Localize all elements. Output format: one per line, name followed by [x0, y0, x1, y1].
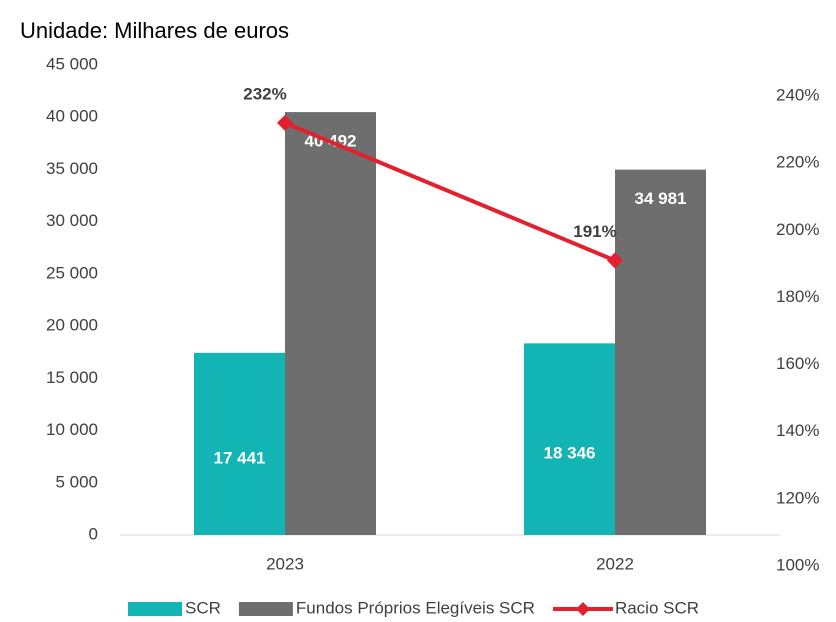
legend-swatch	[238, 602, 293, 616]
line-marker	[277, 114, 293, 131]
legend-label: Racio SCR	[615, 598, 699, 617]
data-label: 232%	[243, 84, 286, 103]
y2-tick-label: 200%	[776, 220, 819, 239]
bar	[194, 352, 285, 535]
y-tick-label: 35 000	[46, 159, 98, 178]
y-tick-label: 0	[89, 524, 98, 543]
bar	[524, 343, 615, 535]
y2-tick-label: 220%	[776, 153, 819, 172]
y-tick-label: 10 000	[46, 420, 98, 439]
y-tick-label: 45 000	[46, 54, 98, 73]
y2-tick-label: 160%	[776, 354, 819, 373]
line-marker	[607, 252, 623, 269]
y-tick-label: 40 000	[46, 107, 98, 126]
data-label: 34 981	[635, 189, 687, 208]
legend-marker	[575, 602, 590, 616]
bar	[615, 169, 706, 535]
y2-tick-label: 140%	[776, 421, 819, 440]
y-tick-label: 20 000	[46, 316, 98, 335]
x-tick-label: 2022	[596, 554, 634, 573]
y-tick-label: 5 000	[55, 472, 98, 491]
data-label: 17 441	[214, 448, 266, 467]
data-label: 18 346	[544, 444, 596, 463]
y2-tick-label: 180%	[776, 287, 819, 306]
y2-tick-label: 100%	[776, 555, 819, 574]
y2-tick-label: 120%	[776, 488, 819, 507]
legend-label: Fundos Próprios Elegíveis SCR	[296, 598, 535, 617]
y-tick-label: 25 000	[46, 263, 98, 282]
y2-tick-label: 240%	[776, 85, 819, 104]
chart-title: Unidade: Milhares de euros	[20, 18, 289, 43]
x-tick-label: 2023	[266, 554, 304, 573]
legend-label: SCR	[185, 598, 221, 617]
line	[284, 121, 616, 263]
legend-swatch	[128, 602, 182, 616]
y-tick-label: 30 000	[46, 211, 98, 230]
data-label: 191%	[573, 222, 616, 241]
y-tick-label: 15 000	[46, 368, 98, 387]
bar	[285, 112, 376, 535]
